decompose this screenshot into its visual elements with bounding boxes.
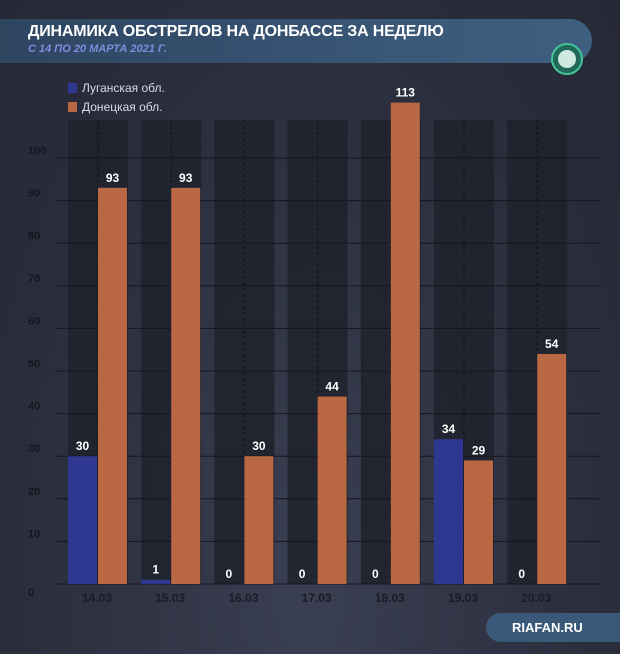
bar-donetsk bbox=[317, 396, 347, 584]
data-label: 1 bbox=[152, 563, 159, 577]
bar-donetsk bbox=[171, 187, 201, 584]
bar-lugansk bbox=[68, 456, 97, 584]
bar-donetsk bbox=[390, 102, 420, 585]
legend-item-lugansk: Луганская обл. bbox=[68, 78, 165, 97]
x-tick-label: 14.03 bbox=[82, 591, 112, 605]
bar-donetsk bbox=[537, 353, 567, 584]
legend-swatch-lugansk bbox=[68, 82, 77, 93]
y-tick-label: 100 bbox=[28, 145, 46, 157]
data-label: 34 bbox=[442, 422, 456, 436]
data-label: 0 bbox=[518, 567, 525, 581]
y-tick-label: 20 bbox=[28, 486, 40, 498]
x-tick-label: 16.03 bbox=[228, 591, 258, 605]
legend-label: Луганская обл. bbox=[82, 80, 165, 95]
riafan-logo-icon bbox=[551, 43, 583, 75]
y-tick-label: 70 bbox=[28, 273, 40, 285]
x-tick-label: 17.03 bbox=[302, 591, 332, 605]
chart-subtitle: С 14 ПО 20 МАРТА 2021 Г. bbox=[28, 43, 168, 55]
x-tick-label: 20.03 bbox=[521, 591, 551, 605]
y-tick-label: 10 bbox=[28, 528, 40, 540]
bar-donetsk bbox=[98, 187, 127, 584]
data-label: 113 bbox=[396, 86, 416, 100]
data-label: 0 bbox=[372, 567, 379, 581]
data-label: 30 bbox=[252, 439, 266, 453]
bar-donetsk bbox=[464, 460, 493, 584]
data-label: 44 bbox=[325, 380, 339, 394]
y-tick-label: 30 bbox=[28, 443, 40, 455]
source-badge[interactable]: RIAFAN.RU bbox=[486, 613, 620, 642]
data-label: 0 bbox=[299, 567, 306, 581]
legend-swatch-donetsk bbox=[68, 101, 77, 112]
y-tick-label: 50 bbox=[28, 358, 40, 370]
legend: Луганская обл. Донецкая обл. bbox=[68, 78, 165, 116]
x-tick-label: 15.03 bbox=[155, 591, 185, 605]
y-tick-label: 40 bbox=[28, 401, 40, 413]
y-tick-label: 90 bbox=[28, 188, 40, 200]
data-label: 29 bbox=[472, 443, 486, 457]
y-tick-label: 60 bbox=[28, 315, 40, 327]
bar-lugansk bbox=[141, 579, 171, 584]
chart-title: ДИНАМИКА ОБСТРЕЛОВ НА ДОНБАССЕ ЗА НЕДЕЛЮ bbox=[28, 23, 444, 40]
legend-item-donetsk: Донецкая обл. bbox=[68, 97, 165, 116]
legend-label: Донецкая обл. bbox=[82, 99, 163, 114]
y-tick-label: 80 bbox=[28, 230, 40, 242]
data-label: 93 bbox=[106, 171, 120, 185]
y-tick-label: 0 bbox=[28, 587, 34, 599]
data-label: 30 bbox=[76, 439, 90, 453]
data-label: 93 bbox=[179, 171, 193, 185]
data-label: 0 bbox=[226, 567, 233, 581]
bar-lugansk bbox=[434, 439, 463, 584]
x-tick-label: 18.03 bbox=[375, 591, 405, 605]
title-bar: ДИНАМИКА ОБСТРЕЛОВ НА ДОНБАССЕ ЗА НЕДЕЛЮ… bbox=[0, 19, 592, 75]
x-tick-label: 19.03 bbox=[448, 591, 478, 605]
data-label: 54 bbox=[545, 337, 559, 351]
bar-donetsk bbox=[244, 456, 274, 584]
